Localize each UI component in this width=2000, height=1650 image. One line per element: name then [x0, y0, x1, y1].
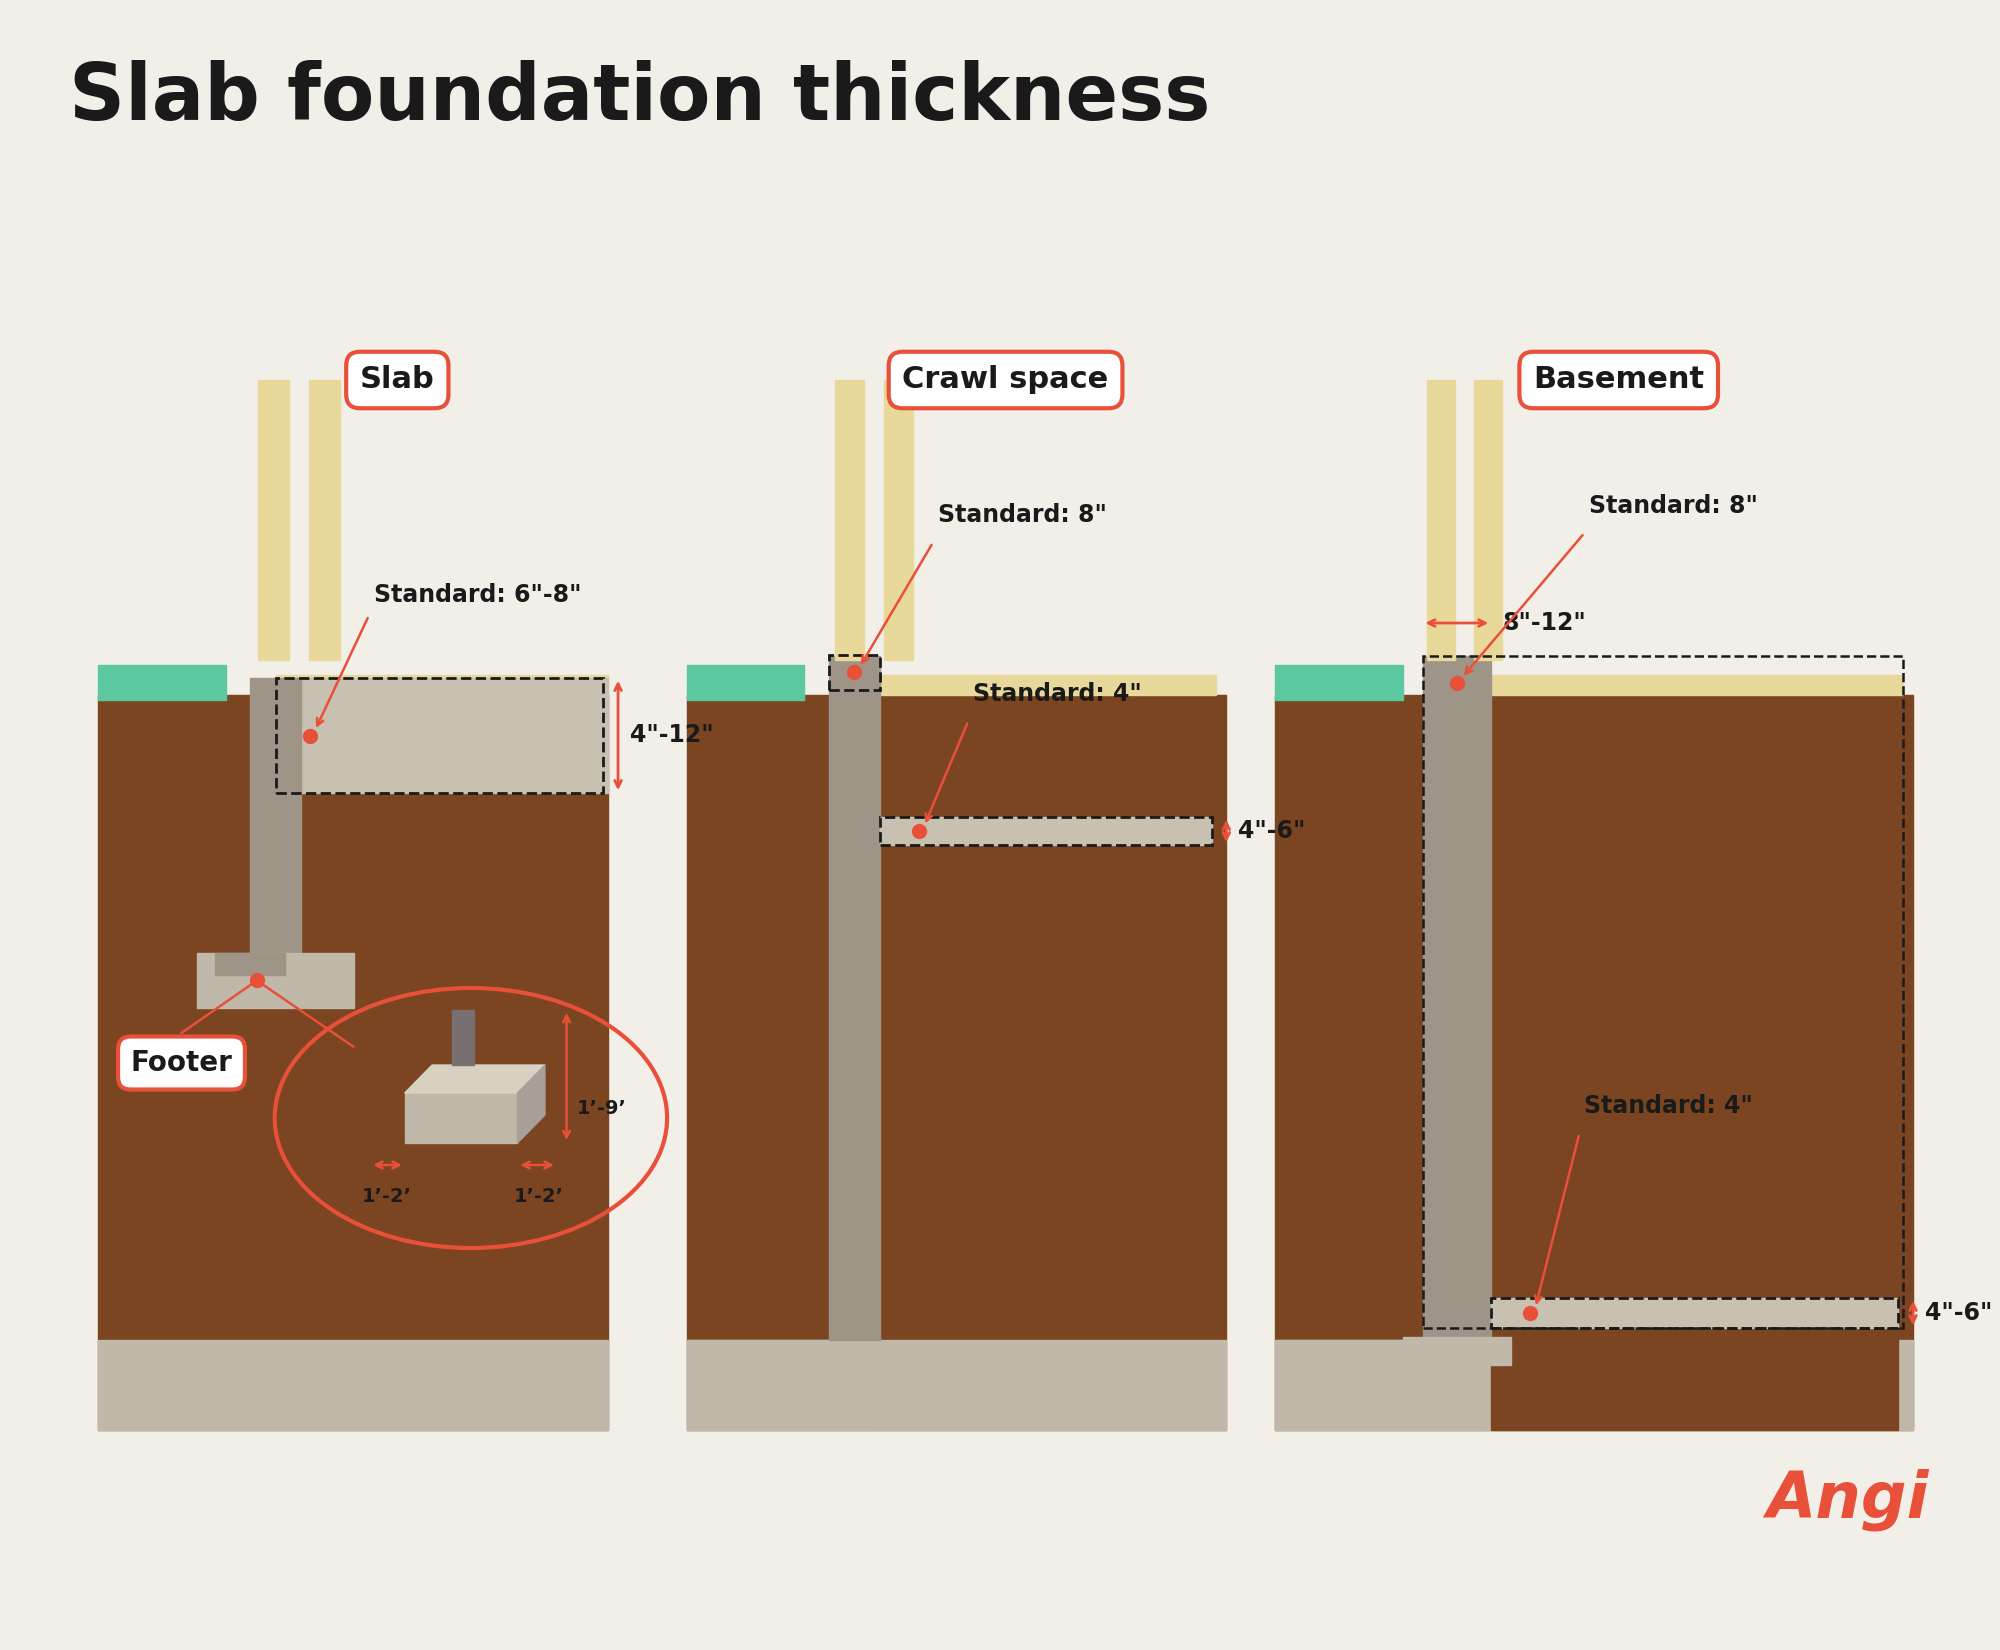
Text: 1’-2’: 1’-2’: [514, 1186, 564, 1206]
Bar: [686, 1340, 876, 1431]
Bar: [1422, 657, 1904, 1328]
Bar: [1428, 380, 1454, 660]
Bar: [686, 665, 804, 700]
Text: 1’-2’: 1’-2’: [362, 1186, 412, 1206]
Bar: [1276, 1340, 1914, 1431]
Bar: [404, 1092, 518, 1143]
Bar: [1492, 1328, 1898, 1431]
Bar: [880, 675, 1216, 695]
Polygon shape: [518, 1064, 544, 1143]
Bar: [880, 817, 1212, 845]
Text: Standard: 6"-8": Standard: 6"-8": [374, 584, 582, 607]
Bar: [250, 678, 302, 954]
Text: 8"-12": 8"-12": [1502, 610, 1586, 635]
Bar: [258, 380, 290, 660]
Bar: [1492, 1299, 1898, 1328]
Text: Slab foundation thickness: Slab foundation thickness: [68, 59, 1210, 135]
Text: Footer: Footer: [130, 1049, 232, 1077]
Bar: [828, 657, 880, 1340]
Bar: [1474, 380, 1502, 660]
Text: 1’-9’: 1’-9’: [576, 1099, 626, 1117]
Bar: [98, 1340, 608, 1431]
Text: Standard: 4": Standard: 4": [974, 681, 1142, 706]
Bar: [1276, 695, 1914, 1431]
Text: Standard: 8": Standard: 8": [1590, 493, 1758, 518]
Bar: [834, 380, 864, 660]
Text: 4"-6": 4"-6": [1924, 1300, 1992, 1325]
Text: Basement: Basement: [1534, 366, 1704, 394]
Bar: [880, 817, 1212, 845]
Bar: [686, 695, 1226, 1431]
Text: Standard: 4": Standard: 4": [1584, 1094, 1754, 1119]
Text: Standard: 8": Standard: 8": [938, 503, 1106, 528]
Bar: [276, 678, 608, 794]
Bar: [98, 665, 226, 700]
Bar: [276, 675, 608, 695]
Bar: [884, 380, 914, 660]
Bar: [828, 655, 880, 690]
Bar: [1402, 1336, 1510, 1365]
Text: 4"-6": 4"-6": [1238, 818, 1306, 843]
Text: Angi: Angi: [1766, 1468, 1928, 1531]
Bar: [198, 954, 354, 1008]
Bar: [310, 380, 340, 660]
Bar: [1422, 657, 1492, 1340]
Bar: [686, 1340, 1226, 1431]
Text: Crawl space: Crawl space: [902, 366, 1108, 394]
Bar: [276, 678, 604, 794]
Bar: [1276, 1340, 1482, 1431]
Text: 4"-12": 4"-12": [630, 723, 714, 747]
Bar: [452, 1010, 474, 1064]
Bar: [1276, 665, 1402, 700]
Text: Slab: Slab: [360, 366, 434, 394]
Bar: [1492, 1299, 1898, 1328]
Bar: [98, 695, 608, 1431]
Polygon shape: [404, 1064, 544, 1092]
Bar: [214, 954, 286, 975]
Bar: [1492, 675, 1904, 695]
